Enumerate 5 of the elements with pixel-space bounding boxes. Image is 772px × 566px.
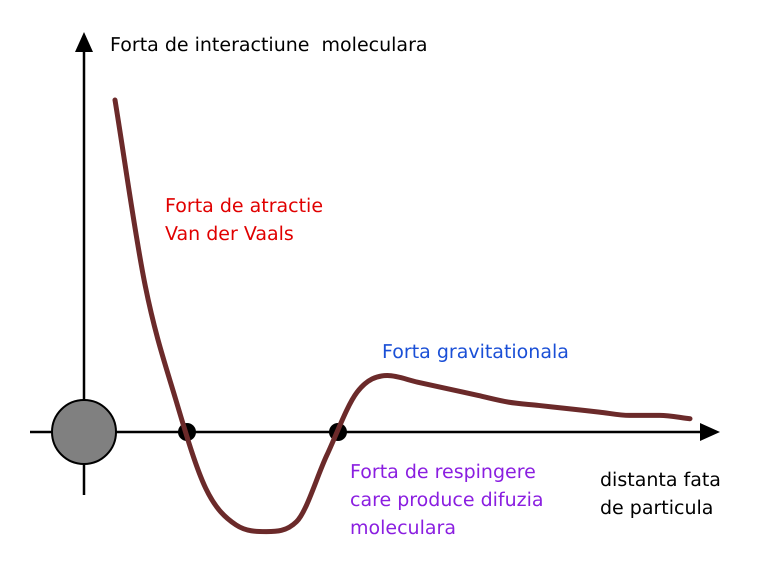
x-axis-title: distanta fata de particula	[600, 468, 721, 521]
annotation: Forta de respingere care produce difuzia moleculara	[350, 460, 544, 541]
annotation: Forta de atractie Van der Vaals	[165, 194, 324, 247]
y-axis-title: Forta de interactiune moleculara	[110, 33, 428, 58]
annotation: Forta gravitationala	[382, 340, 569, 365]
